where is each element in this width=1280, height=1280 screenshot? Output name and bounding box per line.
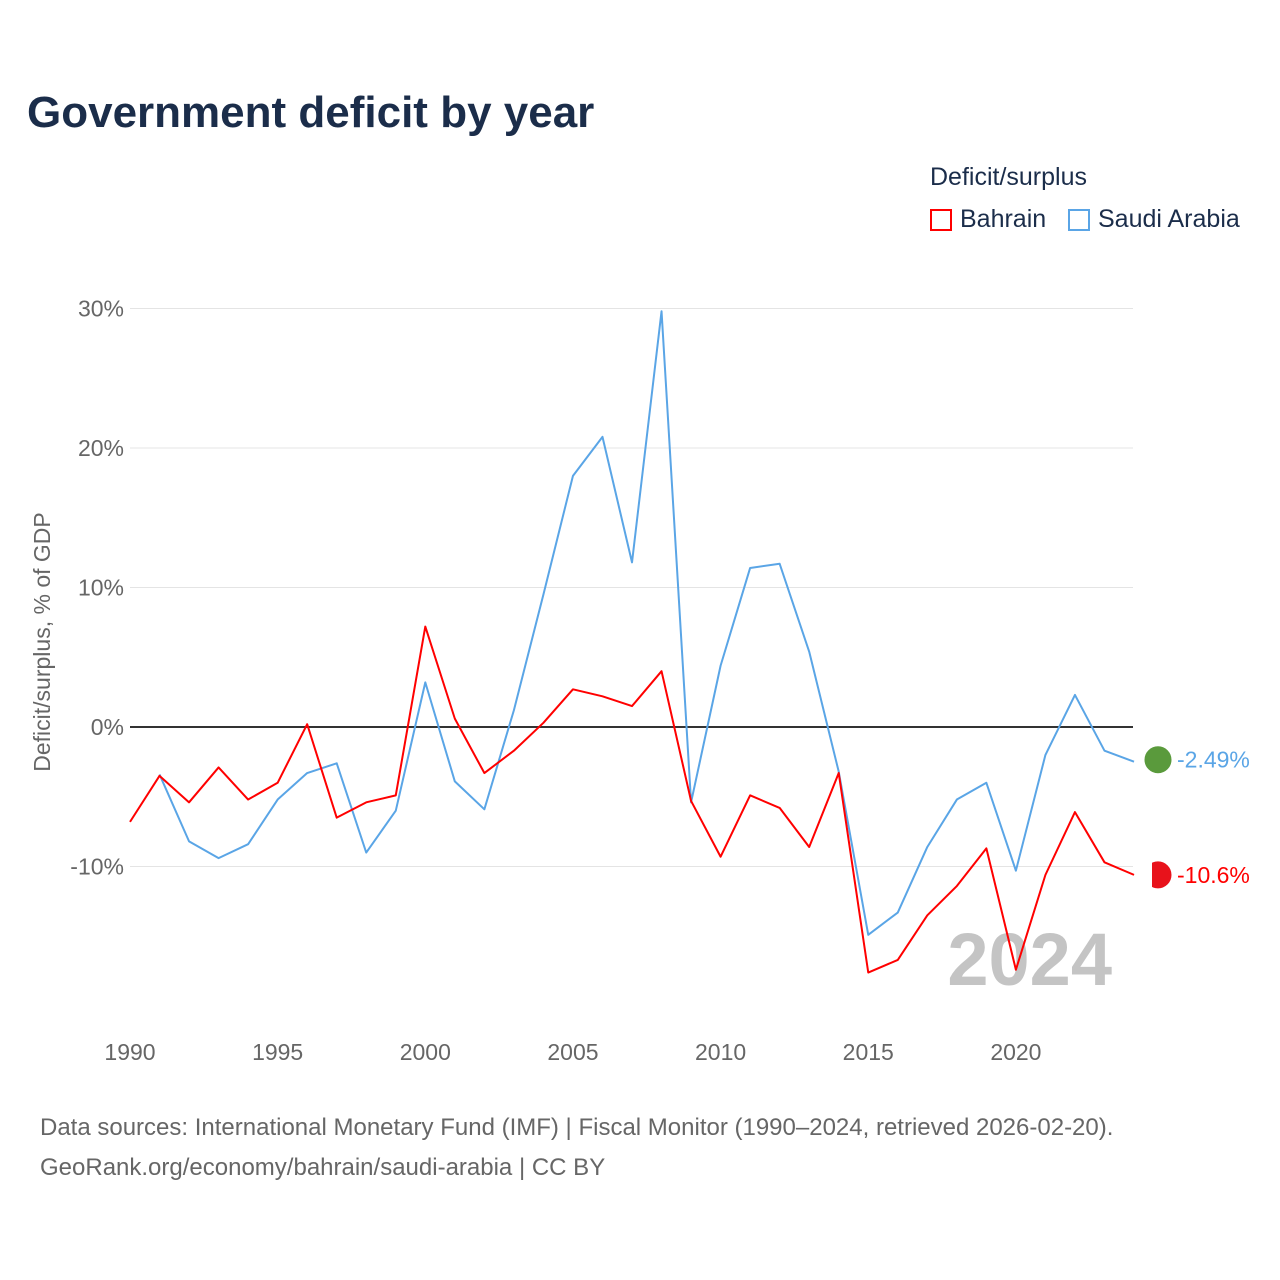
x-tick-label: 2020: [990, 1039, 1041, 1065]
data-point: [334, 761, 339, 766]
bahrain-flag-stripe: [1144, 860, 1152, 889]
legend-label: Saudi Arabia: [1098, 205, 1240, 233]
data-point: [659, 309, 664, 314]
data-point: [570, 687, 575, 692]
data-point: [187, 800, 192, 805]
data-point: [748, 565, 753, 570]
data-point: [334, 815, 339, 820]
data-point: [364, 800, 369, 805]
data-point: [630, 560, 635, 565]
legend-swatch-bahrain: [930, 208, 952, 231]
data-point: [1072, 692, 1077, 697]
data-point: [1102, 748, 1107, 753]
data-point: [541, 720, 546, 725]
y-tick-label: 20%: [78, 435, 124, 461]
legend-item-saudi-arabia[interactable]: Saudi Arabia: [1068, 205, 1240, 234]
y-tick-label: 0%: [91, 714, 124, 740]
end-value-label: -10.6%: [1177, 862, 1250, 888]
data-point: [984, 780, 989, 785]
data-point: [187, 839, 192, 844]
data-point: [1132, 872, 1137, 877]
data-point: [836, 771, 841, 776]
x-tick-label: 2005: [547, 1039, 598, 1065]
data-point: [925, 913, 930, 918]
data-point: [511, 748, 516, 753]
data-point: [600, 434, 605, 439]
data-point: [305, 771, 310, 776]
data-point: [630, 704, 635, 709]
data-point: [452, 716, 457, 721]
data-point: [718, 854, 723, 859]
end-value-label: -2.49%: [1177, 747, 1250, 773]
data-point: [423, 624, 428, 629]
year-watermark: 2024: [947, 918, 1112, 1001]
source-line: Data sources: International Monetary Fun…: [40, 1114, 1114, 1141]
data-point: [1072, 810, 1077, 815]
data-point: [246, 797, 251, 802]
data-point: [600, 694, 605, 699]
y-tick-label: 10%: [78, 575, 124, 601]
data-point: [925, 844, 930, 849]
data-point: [570, 473, 575, 478]
data-point: [541, 592, 546, 597]
data-point: [689, 798, 694, 803]
data-point: [1013, 967, 1018, 972]
y-tick-label: 30%: [78, 296, 124, 322]
data-point: [511, 708, 516, 713]
data-point: [482, 771, 487, 776]
data-point: [807, 844, 812, 849]
data-point: [393, 793, 398, 798]
y-axis-label: Deficit/surplus, % of GDP: [29, 512, 55, 771]
data-point: [866, 932, 871, 937]
data-point: [807, 649, 812, 654]
data-point: [275, 797, 280, 802]
series-line-saudi-arabia: [158, 310, 1135, 936]
x-tick-label: 2000: [400, 1039, 451, 1065]
data-point: [452, 779, 457, 784]
data-point: [393, 808, 398, 813]
series-line-bahrain: [129, 625, 1135, 974]
data-point: [1043, 752, 1048, 757]
x-tick-label: 1995: [252, 1039, 303, 1065]
source-note: Data sources: International Monetary Fun…: [40, 1108, 1113, 1188]
data-point: [748, 793, 753, 798]
data-point: [275, 780, 280, 785]
data-point: [718, 663, 723, 668]
data-point: [777, 805, 782, 810]
data-point: [482, 807, 487, 812]
data-point: [954, 884, 959, 889]
data-point: [954, 797, 959, 802]
data-point: [1102, 860, 1107, 865]
chart-title: Government deficit by year: [27, 88, 595, 137]
data-point: [364, 850, 369, 855]
data-point: [157, 773, 162, 778]
legend-label: Bahrain: [960, 205, 1047, 233]
data-point: [895, 910, 900, 915]
x-tick-label: 1990: [104, 1039, 155, 1065]
x-tick-label: 2010: [695, 1039, 746, 1065]
saudi-arabia-flag-icon: [1143, 745, 1173, 775]
data-point: [1013, 868, 1018, 873]
data-point: [866, 970, 871, 975]
y-tick-label: -10%: [70, 854, 124, 880]
legend-swatch-saudi-arabia: [1068, 208, 1090, 231]
data-point: [128, 819, 133, 824]
data-point: [216, 856, 221, 861]
data-point: [246, 842, 251, 847]
legend-title: Deficit/surplus: [930, 163, 1087, 191]
legend-item-bahrain[interactable]: Bahrain: [930, 205, 1046, 234]
data-point: [659, 669, 664, 674]
data-point: [984, 846, 989, 851]
data-point: [305, 722, 310, 727]
data-point: [777, 561, 782, 566]
data-point: [895, 957, 900, 962]
data-point: [216, 765, 221, 770]
x-tick-label: 2015: [843, 1039, 894, 1065]
data-point: [1132, 759, 1137, 764]
source-url[interactable]: GeoRank.org/economy/bahrain/saudi-arabia…: [40, 1154, 606, 1181]
data-point: [423, 680, 428, 685]
data-point: [1043, 872, 1048, 877]
